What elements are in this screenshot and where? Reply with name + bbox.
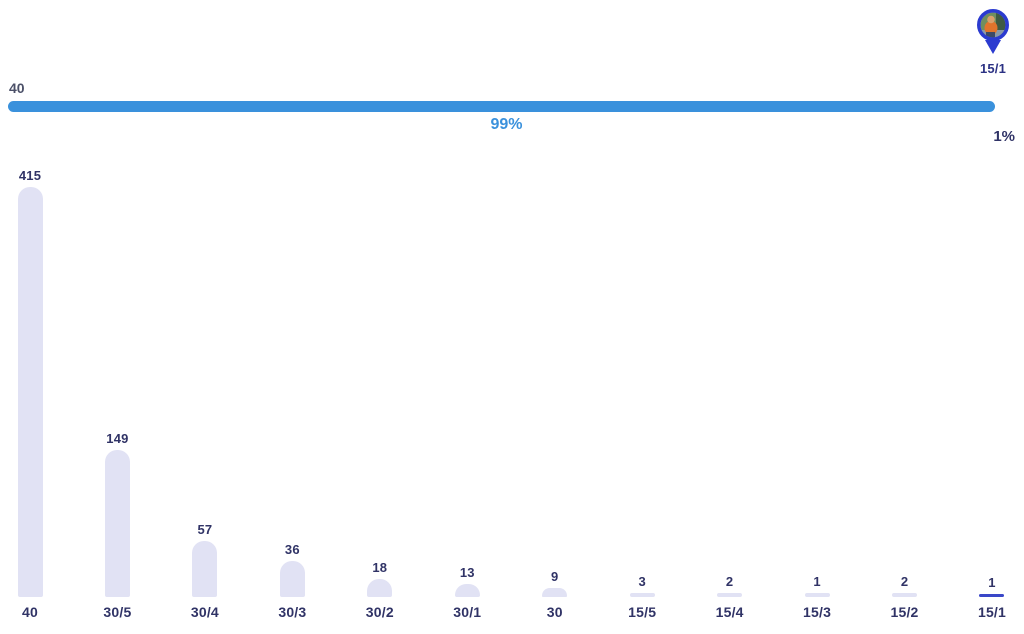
bar[interactable] [804,593,830,597]
bar-value-label: 1 [988,575,996,590]
bar-column-15-2[interactable]: 2 15/2 [883,168,927,620]
progress-track[interactable] [8,101,1005,112]
bar-category-label: 30/3 [278,604,307,620]
map-pin-avatar-icon[interactable] [974,8,1012,55]
bar-value-label: 1 [813,574,821,589]
bar-category-label: 15/1 [977,604,1007,620]
bar-column-30-5[interactable]: 149 30/5 [95,168,139,620]
bar-value-label: 9 [551,569,559,584]
pin-pointer [985,40,1001,54]
bar[interactable] [367,579,393,597]
bar-category-label: 30/4 [190,604,219,620]
bar[interactable] [104,450,130,597]
progress-remainder-label: 1% [993,128,1015,145]
bar-column-15-5[interactable]: 3 15/5 [620,168,664,620]
bar[interactable] [279,561,305,597]
bar-column-30[interactable]: 9 30 [533,168,577,620]
progress-section: 40 99% 1% [0,80,1024,150]
pin-ring [977,9,1009,41]
bar-value-label: 2 [725,574,734,589]
bar-value-label: 36 [284,542,300,557]
bar[interactable] [717,593,743,597]
bar[interactable] [892,593,918,597]
bar-value-label: 149 [106,431,129,446]
bar-highlighted[interactable] [979,594,1005,597]
bar-category-label: 15/3 [803,604,832,620]
bar-category-label: 40 [22,604,38,620]
bar-category-label: 30/5 [103,604,132,620]
bar-category-label: 15/5 [628,604,657,620]
bar-category-label: 30 [546,604,563,620]
bar-category-label: 30/2 [365,604,394,620]
bar-column-15-4[interactable]: 2 15/4 [708,168,752,620]
bar-chart: 415 40 149 30/5 57 30/4 36 30/3 18 30/2 13 30/1 9 30 3… [0,168,1024,620]
bar[interactable] [542,588,568,597]
bar-category-label: 15/4 [715,604,744,620]
bar-column-15-1[interactable]: 1 15/1 [970,168,1014,620]
bar-value-label: 57 [197,522,213,537]
avatar [980,12,1006,38]
progress-percent-label: 99% [490,116,523,133]
bar[interactable] [629,593,655,597]
bar[interactable] [17,187,43,597]
bar-column-15-3[interactable]: 1 15/3 [795,168,839,620]
bar-value-label: 13 [459,565,475,580]
map-marker[interactable]: 15/1 [969,8,1017,76]
bar-category-label: 30/1 [453,604,482,620]
pin-label: 15/1 [979,61,1007,76]
bar-value-label: 3 [638,574,646,589]
bar-category-label: 15/2 [890,604,919,620]
bar[interactable] [192,541,218,597]
progress-left-label: 40 [9,80,25,96]
bar-column-30-1[interactable]: 13 30/1 [445,168,489,620]
progress-fill [8,101,996,112]
bar-column-30-2[interactable]: 18 30/2 [358,168,402,620]
bar-value-label: 18 [372,560,388,575]
bar-column-40[interactable]: 415 40 [8,168,52,620]
bar-value-label: 415 [18,168,42,183]
bar[interactable] [454,584,480,597]
bar-column-30-3[interactable]: 36 30/3 [270,168,314,620]
bar-column-30-4[interactable]: 57 30/4 [183,168,227,620]
bar-value-label: 2 [900,574,909,589]
